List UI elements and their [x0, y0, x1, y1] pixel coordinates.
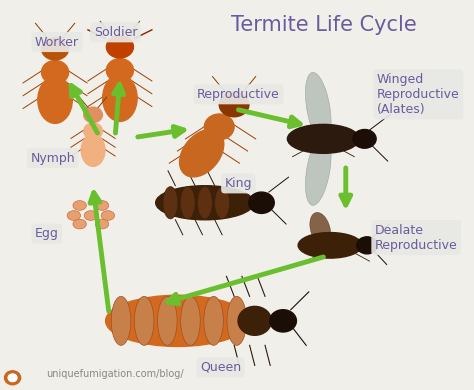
Ellipse shape — [353, 129, 376, 148]
Ellipse shape — [204, 114, 234, 140]
Ellipse shape — [227, 296, 246, 345]
Text: Reproductive: Reproductive — [197, 88, 280, 101]
Text: Soldier: Soldier — [94, 26, 137, 39]
Text: Worker: Worker — [35, 35, 79, 48]
Text: Winged
Reproductive
(Alates): Winged Reproductive (Alates) — [377, 73, 460, 116]
Ellipse shape — [84, 123, 102, 139]
Ellipse shape — [95, 219, 109, 229]
Ellipse shape — [42, 60, 69, 84]
Ellipse shape — [73, 200, 86, 210]
Ellipse shape — [356, 237, 377, 254]
Ellipse shape — [163, 186, 178, 219]
Ellipse shape — [106, 295, 250, 346]
Ellipse shape — [157, 296, 177, 345]
Ellipse shape — [238, 307, 272, 335]
Ellipse shape — [298, 232, 362, 258]
Ellipse shape — [103, 74, 137, 121]
Text: uniquefumigation.com/blog/: uniquefumigation.com/blog/ — [46, 369, 184, 379]
Text: Termite Life Cycle: Termite Life Cycle — [230, 15, 416, 35]
Ellipse shape — [180, 186, 195, 219]
Ellipse shape — [101, 211, 115, 220]
Ellipse shape — [310, 213, 331, 246]
Ellipse shape — [95, 200, 109, 210]
Ellipse shape — [81, 134, 105, 167]
Ellipse shape — [67, 211, 81, 220]
Ellipse shape — [204, 296, 223, 345]
Ellipse shape — [42, 38, 69, 60]
Ellipse shape — [106, 58, 134, 82]
Ellipse shape — [180, 129, 224, 177]
Ellipse shape — [249, 192, 274, 213]
Ellipse shape — [305, 135, 331, 205]
Ellipse shape — [135, 296, 154, 345]
Ellipse shape — [73, 219, 86, 229]
Circle shape — [8, 374, 17, 381]
Ellipse shape — [305, 73, 331, 143]
Ellipse shape — [155, 186, 254, 220]
Ellipse shape — [84, 211, 98, 220]
Ellipse shape — [287, 124, 359, 153]
Text: Dealate
Reproductive: Dealate Reproductive — [375, 223, 457, 252]
Ellipse shape — [198, 186, 212, 219]
Text: King: King — [225, 177, 252, 190]
Ellipse shape — [270, 310, 296, 332]
Ellipse shape — [106, 36, 134, 58]
Ellipse shape — [111, 296, 131, 345]
Ellipse shape — [38, 76, 72, 123]
Text: Egg: Egg — [35, 227, 59, 240]
Text: Nymph: Nymph — [30, 152, 75, 165]
Ellipse shape — [219, 92, 249, 117]
Ellipse shape — [215, 186, 229, 219]
Ellipse shape — [84, 107, 102, 122]
Circle shape — [5, 371, 21, 385]
Text: Queen: Queen — [200, 361, 241, 374]
Ellipse shape — [181, 296, 200, 345]
